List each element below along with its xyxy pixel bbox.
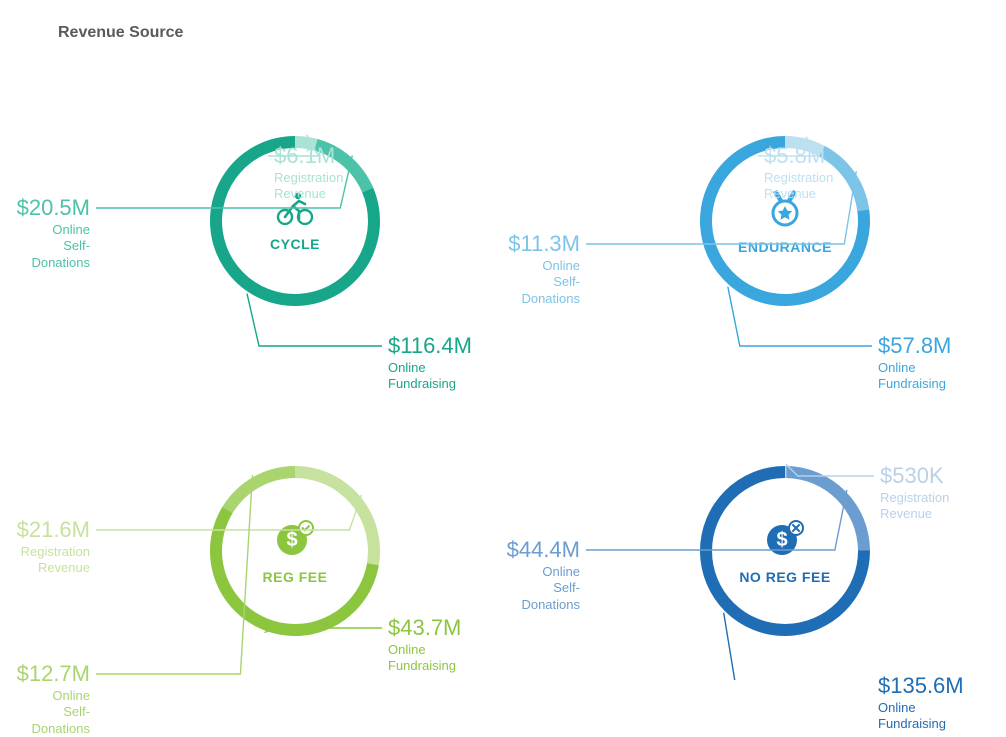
regfee-seg-registration [295,466,380,565]
endurance-registration-desc: RegistrationRevenue [764,170,833,203]
endurance-fundraising-value: $57.8M [878,334,951,358]
noregfee-self_donations-value: $44.4M [507,538,580,562]
endurance-self_donations-desc: OnlineSelf-Donations [508,258,580,307]
noregfee-callout-registration: $530K RegistrationRevenue [880,464,949,523]
cycle-callout-registration: $6.1M RegistrationRevenue [274,144,343,203]
regfee-seg-self_donations [222,466,295,513]
regfee-donut: $ REG FEE [210,466,380,636]
cycle-chart: CYCLE $6.1M RegistrationRevenue $20.5M O… [30,50,510,350]
noregfee-chart: $ NO REG FEE $530K RegistrationRevenue $… [520,380,1000,680]
cycle-self_donations-value: $20.5M [17,196,90,220]
cycle-fundraising-value: $116.4M [388,334,472,358]
cycle-callout-self_donations: $20.5M OnlineSelf-Donations [17,196,90,271]
regfee-seg-fundraising [210,507,379,636]
regfee-callout-registration: $21.6M RegistrationRevenue [17,518,90,577]
regfee-registration-value: $21.6M [17,518,90,542]
cycle-registration-desc: RegistrationRevenue [274,170,343,203]
noregfee-registration-value: $530K [880,464,944,488]
cycle-self_donations-desc: OnlineSelf-Donations [17,222,90,271]
noregfee-seg-self_donations [786,466,870,550]
noregfee-seg-registration [785,466,787,478]
regfee-callout-self_donations: $12.7M OnlineSelf-Donations [17,662,90,737]
endurance-callout-self_donations: $11.3M OnlineSelf-Donations [508,232,580,307]
noregfee-callout-self_donations: $44.4M OnlineSelf-Donations [507,538,580,613]
noregfee-fundraising-desc: OnlineFundraising [878,700,946,733]
noregfee-callout-fundraising: $135.6M OnlineFundraising [878,674,964,733]
cycle-registration-value: $6.1M [274,144,335,168]
regfee-self_donations-value: $12.7M [17,662,90,686]
noregfee-registration-desc: RegistrationRevenue [880,490,949,523]
endurance-registration-value: $5.8M [764,144,825,168]
regfee-self_donations-desc: OnlineSelf-Donations [17,688,90,737]
endurance-self_donations-value: $11.3M [508,232,580,256]
endurance-callout-registration: $5.8M RegistrationRevenue [764,144,833,203]
noregfee-donut: $ NO REG FEE [700,466,870,636]
noregfee-fundraising-value: $135.6M [878,674,964,698]
page-title: Revenue Source [58,24,183,42]
regfee-registration-desc: RegistrationRevenue [21,544,90,577]
regfee-chart: $ REG FEE $21.6M RegistrationRevenue $43… [30,380,510,680]
regfee-callout-fundraising: $43.7M OnlineFundraising [388,616,461,675]
regfee-fundraising-desc: OnlineFundraising [388,642,456,675]
noregfee-self_donations-desc: OnlineSelf-Donations [507,564,580,613]
endurance-chart: ENDURANCE $5.8M RegistrationRevenue $11.… [520,50,1000,350]
regfee-fundraising-value: $43.7M [388,616,461,640]
